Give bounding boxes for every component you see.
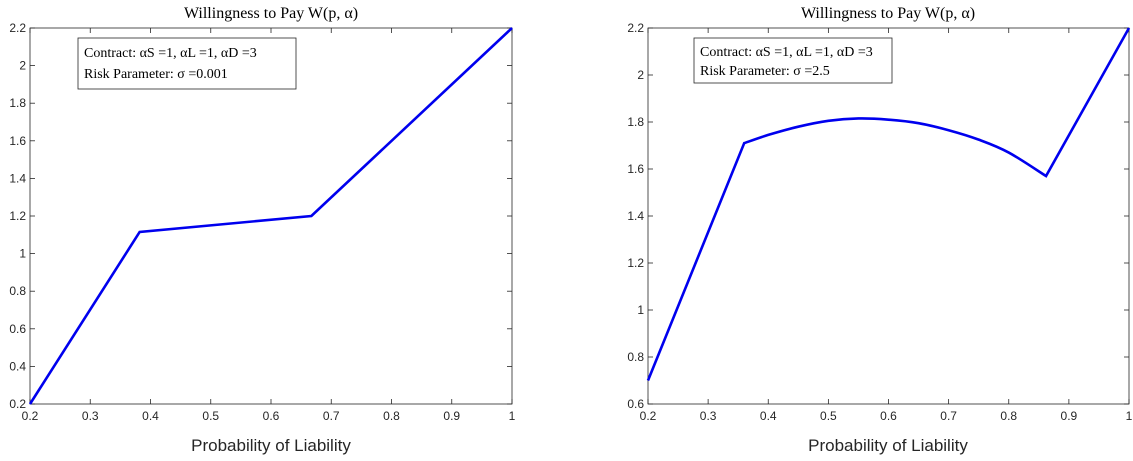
annotation-box-right bbox=[693, 37, 893, 84]
x-tick-label: 0.4 bbox=[760, 409, 777, 423]
series-line-left bbox=[28, 27, 513, 405]
annotation-line2-right: Risk Parameter: σ =2.5 bbox=[700, 64, 830, 79]
x-axis-label-right: Probability of Liability bbox=[808, 436, 968, 455]
x-tick-label: 0.4 bbox=[142, 409, 159, 423]
y-ticks-right: 0.6 0.8 1 1.2 1.4 1.6 1.8 2 2.2 bbox=[627, 21, 1129, 411]
plot-area-left bbox=[29, 27, 513, 405]
annotation-line1-right: Contract: αS =1, αL =1, αD =3 bbox=[700, 45, 873, 60]
plot-area-right bbox=[647, 27, 1130, 405]
y-tick-label: 2.2 bbox=[627, 21, 644, 35]
y-tick-label: 1.8 bbox=[627, 115, 644, 129]
chart-title-right: Willingness to Pay W(p, α) bbox=[801, 5, 975, 22]
x-ticks-left: 0.2 0.3 0.4 0.5 0.6 0.7 0.8 0.9 1 bbox=[22, 28, 516, 423]
y-tick-label: 1 bbox=[637, 303, 644, 317]
x-tick-label: 0.2 bbox=[22, 409, 39, 423]
y-tick-label: 1.4 bbox=[627, 209, 644, 223]
x-tick-label: 0.5 bbox=[820, 409, 837, 423]
y-tick-label: 0.6 bbox=[627, 397, 644, 411]
x-tick-label: 0.9 bbox=[1061, 409, 1078, 423]
x-tick-label: 0.8 bbox=[1000, 409, 1017, 423]
y-tick-label: 1 bbox=[19, 247, 26, 261]
chart-right: 0.60.811.21.41.61.822.2 0.2 0.3 0.4 0.5 0.6 0… bbox=[627, 5, 1132, 455]
y-tick-label: 0.2 bbox=[9, 397, 26, 411]
y-tick-label: 0.8 bbox=[627, 350, 644, 364]
series-line-right bbox=[646, 27, 1131, 381]
x-tick-label: 0.3 bbox=[82, 409, 99, 423]
y-tick-label: 1.4 bbox=[9, 171, 26, 185]
x-tick-label: 0.9 bbox=[443, 409, 460, 423]
y-tick-label: 0.4 bbox=[9, 359, 26, 373]
x-tick-label: 0.3 bbox=[700, 409, 717, 423]
x-tick-label: 0.7 bbox=[940, 409, 957, 423]
y-tick-label: 1.6 bbox=[627, 162, 644, 176]
chart-title-left: Willingness to Pay W(p, α) bbox=[184, 5, 358, 22]
y-tick-label: 0.8 bbox=[9, 284, 26, 298]
x-tick-label: 0.2 bbox=[640, 409, 657, 423]
x-ticks-right: 0.2 0.3 0.4 0.5 0.6 0.7 0.8 0.9 1 bbox=[640, 28, 1133, 423]
y-tick-label: 2.2 bbox=[9, 21, 26, 35]
x-tick-label: 0.7 bbox=[323, 409, 340, 423]
y-tick-label: 2 bbox=[637, 68, 644, 82]
x-tick-label: 0.6 bbox=[880, 409, 897, 423]
y-tick-label: 2 bbox=[19, 59, 26, 73]
x-tick-label: 0.6 bbox=[263, 409, 280, 423]
x-tick-label: 0.8 bbox=[383, 409, 400, 423]
y-tick-label: 1.2 bbox=[627, 256, 644, 270]
y-tick-label: 1.8 bbox=[9, 96, 26, 110]
annotation-box-left bbox=[77, 37, 297, 90]
x-axis-label-left: Probability of Liability bbox=[191, 436, 351, 455]
y-tick-label: 1.2 bbox=[9, 209, 26, 223]
annotation-line1-left: Contract: αS =1, αL =1, αD =3 bbox=[84, 46, 257, 61]
y-tick-label: 0.6 bbox=[9, 322, 26, 336]
y-ticks-left: 0.2 0.4 0.6 0.8 1 1.2 1.4 1.6 1.8 2 2.2 bbox=[9, 21, 512, 411]
y-tick-label: 1.6 bbox=[9, 134, 26, 148]
x-tick-label: 1 bbox=[509, 409, 516, 423]
x-tick-label: 0.5 bbox=[202, 409, 219, 423]
chart-left: 0.20.40.60.811.21.41.61.822.2 0.2 0.3 0.4 0… bbox=[9, 5, 515, 455]
annotation-line2-left: Risk Parameter: σ =0.001 bbox=[84, 67, 228, 82]
x-tick-label: 1 bbox=[1126, 409, 1133, 423]
